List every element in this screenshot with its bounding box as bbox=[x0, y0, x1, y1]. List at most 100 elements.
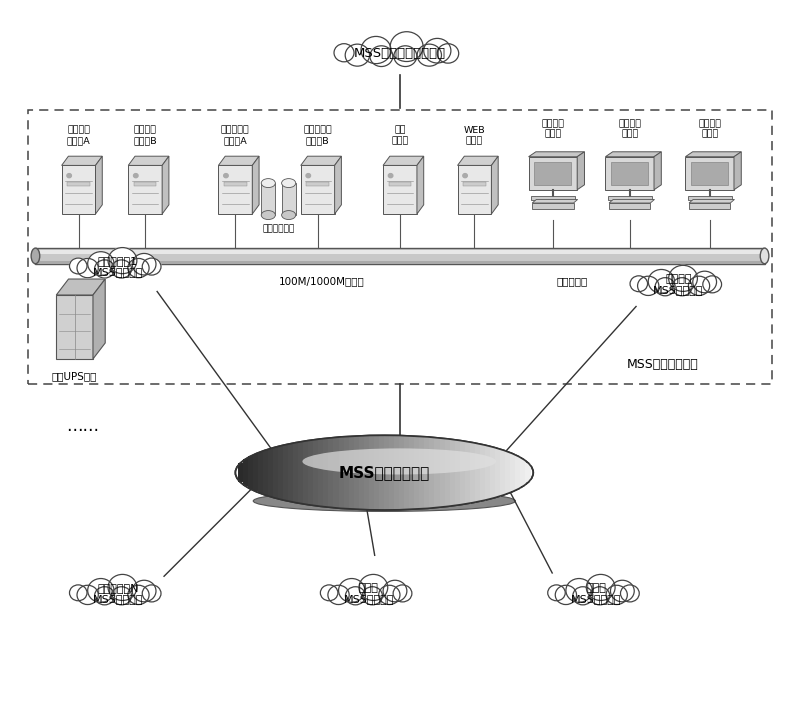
Circle shape bbox=[142, 585, 161, 602]
Polygon shape bbox=[301, 156, 342, 165]
Circle shape bbox=[67, 173, 71, 178]
Polygon shape bbox=[252, 156, 259, 214]
FancyBboxPatch shape bbox=[258, 452, 263, 494]
Circle shape bbox=[383, 580, 407, 602]
Circle shape bbox=[586, 574, 615, 600]
Circle shape bbox=[108, 574, 137, 600]
Circle shape bbox=[111, 587, 131, 605]
Circle shape bbox=[334, 44, 354, 62]
Text: 控制中心
MSS车站设备: 控制中心 MSS车站设备 bbox=[653, 273, 703, 295]
FancyBboxPatch shape bbox=[450, 439, 455, 506]
Polygon shape bbox=[686, 152, 742, 157]
FancyBboxPatch shape bbox=[323, 439, 329, 507]
FancyBboxPatch shape bbox=[329, 438, 334, 507]
Text: MSS系统通信网络: MSS系统通信网络 bbox=[338, 465, 430, 480]
FancyBboxPatch shape bbox=[470, 442, 475, 502]
FancyBboxPatch shape bbox=[343, 436, 350, 509]
Circle shape bbox=[638, 276, 659, 296]
FancyBboxPatch shape bbox=[458, 165, 491, 214]
Text: 线路数据库
服务器A: 线路数据库 服务器A bbox=[221, 125, 250, 145]
FancyBboxPatch shape bbox=[334, 437, 339, 508]
Circle shape bbox=[606, 585, 627, 605]
Polygon shape bbox=[93, 279, 106, 359]
Circle shape bbox=[70, 585, 87, 601]
Circle shape bbox=[88, 579, 114, 602]
FancyBboxPatch shape bbox=[364, 436, 370, 510]
Circle shape bbox=[142, 258, 161, 275]
Text: 线路UPS电源: 线路UPS电源 bbox=[52, 371, 98, 381]
FancyBboxPatch shape bbox=[414, 436, 420, 509]
Polygon shape bbox=[606, 152, 662, 157]
FancyBboxPatch shape bbox=[35, 250, 765, 254]
Circle shape bbox=[548, 585, 566, 601]
Circle shape bbox=[128, 585, 149, 605]
FancyBboxPatch shape bbox=[318, 439, 324, 507]
Polygon shape bbox=[529, 152, 585, 157]
FancyBboxPatch shape bbox=[424, 437, 430, 508]
FancyBboxPatch shape bbox=[134, 182, 157, 186]
FancyBboxPatch shape bbox=[686, 157, 734, 190]
FancyBboxPatch shape bbox=[128, 165, 162, 214]
FancyBboxPatch shape bbox=[369, 436, 374, 510]
FancyBboxPatch shape bbox=[410, 436, 415, 509]
Circle shape bbox=[338, 579, 365, 602]
FancyBboxPatch shape bbox=[515, 456, 521, 489]
FancyBboxPatch shape bbox=[389, 182, 411, 186]
FancyBboxPatch shape bbox=[394, 436, 400, 510]
Ellipse shape bbox=[262, 178, 275, 188]
Circle shape bbox=[111, 260, 131, 278]
Circle shape bbox=[359, 574, 388, 600]
Polygon shape bbox=[654, 152, 662, 190]
Ellipse shape bbox=[302, 448, 496, 474]
FancyBboxPatch shape bbox=[500, 450, 506, 495]
Circle shape bbox=[128, 258, 149, 278]
Circle shape bbox=[345, 44, 370, 66]
Polygon shape bbox=[383, 156, 424, 165]
FancyBboxPatch shape bbox=[389, 436, 394, 510]
Text: 设备集中站1
MSS车站设备: 设备集中站1 MSS车站设备 bbox=[93, 256, 143, 278]
Circle shape bbox=[94, 260, 114, 278]
FancyBboxPatch shape bbox=[56, 295, 93, 359]
FancyBboxPatch shape bbox=[689, 203, 730, 209]
Polygon shape bbox=[56, 279, 106, 295]
Circle shape bbox=[688, 276, 710, 296]
FancyBboxPatch shape bbox=[495, 449, 501, 497]
FancyBboxPatch shape bbox=[384, 435, 390, 510]
Polygon shape bbox=[128, 156, 169, 165]
FancyBboxPatch shape bbox=[465, 442, 470, 504]
FancyBboxPatch shape bbox=[691, 162, 728, 186]
Text: MSS线路维护中心: MSS线路维护中心 bbox=[626, 358, 698, 371]
Circle shape bbox=[669, 265, 698, 291]
Circle shape bbox=[108, 247, 137, 273]
Circle shape bbox=[438, 44, 458, 63]
Text: 设备集中站N
MSS车站设备: 设备集中站N MSS车站设备 bbox=[93, 583, 143, 604]
Text: 线路网管
工作站: 线路网管 工作站 bbox=[542, 120, 564, 138]
FancyBboxPatch shape bbox=[288, 444, 294, 502]
FancyBboxPatch shape bbox=[434, 438, 440, 507]
Text: 停车场
MSS车站设备: 停车场 MSS车站设备 bbox=[571, 583, 621, 604]
Text: ……: …… bbox=[66, 418, 99, 436]
FancyBboxPatch shape bbox=[218, 165, 252, 214]
FancyBboxPatch shape bbox=[374, 436, 380, 510]
FancyBboxPatch shape bbox=[242, 459, 248, 486]
FancyBboxPatch shape bbox=[445, 439, 450, 507]
Circle shape bbox=[648, 270, 674, 294]
Circle shape bbox=[555, 585, 577, 605]
Polygon shape bbox=[532, 199, 578, 203]
FancyBboxPatch shape bbox=[262, 183, 275, 215]
Text: 接口
服务器: 接口 服务器 bbox=[391, 125, 409, 145]
FancyBboxPatch shape bbox=[303, 441, 309, 505]
Circle shape bbox=[361, 36, 391, 64]
Text: 线路维护
工作站: 线路维护 工作站 bbox=[618, 120, 642, 138]
Circle shape bbox=[655, 278, 675, 296]
FancyBboxPatch shape bbox=[419, 436, 425, 509]
FancyBboxPatch shape bbox=[611, 162, 648, 186]
Circle shape bbox=[88, 252, 114, 276]
FancyBboxPatch shape bbox=[314, 439, 319, 506]
Ellipse shape bbox=[262, 210, 275, 220]
Circle shape bbox=[306, 173, 310, 178]
FancyBboxPatch shape bbox=[430, 437, 435, 508]
Text: 线路应用
服务器B: 线路应用 服务器B bbox=[134, 125, 157, 145]
Ellipse shape bbox=[282, 178, 296, 188]
FancyBboxPatch shape bbox=[27, 110, 773, 384]
